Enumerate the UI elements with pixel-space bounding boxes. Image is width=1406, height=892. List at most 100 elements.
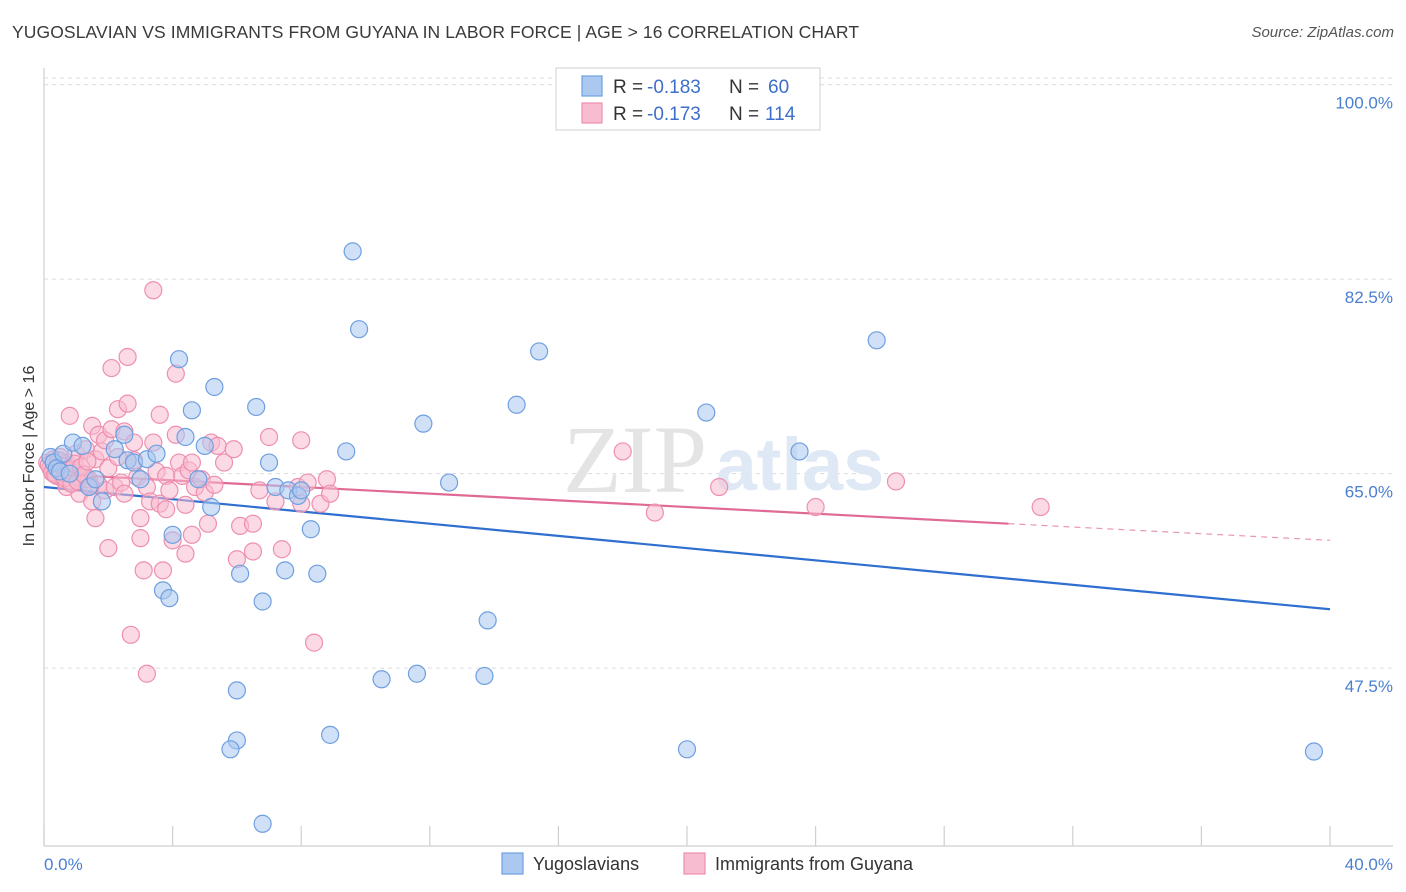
guyana-point bbox=[886, 472, 906, 491]
yugoslavian-point bbox=[221, 740, 240, 759]
yugoslavian-point bbox=[530, 342, 549, 361]
yugoslavian-point bbox=[253, 592, 272, 611]
yugoslavian-point bbox=[507, 395, 526, 414]
guyana-point bbox=[157, 500, 176, 519]
yugoslavian-point bbox=[176, 427, 195, 447]
guyana-point bbox=[182, 453, 201, 472]
legend-n-label: N = bbox=[729, 104, 759, 125]
guyana-point bbox=[613, 442, 632, 461]
yugoslavian-point bbox=[189, 470, 208, 489]
bottom-legend-label-guyana: Immigrants from Guyana bbox=[715, 854, 914, 874]
guyana-point bbox=[243, 542, 263, 561]
yugoslavian-point bbox=[131, 470, 150, 489]
yugoslavian-point bbox=[414, 414, 433, 433]
trend-line-solid bbox=[43, 485, 1331, 611]
yugoslavian-point bbox=[308, 564, 327, 583]
axes bbox=[43, 68, 1393, 847]
x-tick-label-min: 0.0% bbox=[44, 855, 83, 874]
guyana-point bbox=[160, 481, 179, 500]
guyana-point bbox=[118, 394, 137, 413]
guyana-point bbox=[259, 427, 279, 447]
guyana-point bbox=[182, 525, 201, 544]
guyana-point bbox=[224, 440, 243, 459]
yugoslavian-point bbox=[205, 377, 224, 397]
guyana-point bbox=[99, 539, 118, 558]
guyana-point bbox=[806, 497, 825, 517]
guyana-point bbox=[198, 514, 218, 533]
guyana-point bbox=[121, 625, 140, 644]
yugoslavian-point bbox=[372, 670, 391, 689]
yugoslavian-point bbox=[231, 564, 250, 583]
guyana-point bbox=[131, 529, 150, 548]
legend-n-value: 114 bbox=[765, 104, 796, 125]
guyana-point bbox=[115, 484, 134, 503]
legend-n-label: N = bbox=[729, 77, 759, 98]
watermark: ZIP atlas bbox=[563, 406, 884, 513]
yugoslavian-point bbox=[163, 525, 182, 544]
yugoslavian-point bbox=[292, 481, 311, 500]
chart-title: YUGOSLAVIAN VS IMMIGRANTS FROM GUYANA IN… bbox=[12, 22, 860, 42]
y-tick-label: 82.5% bbox=[1345, 288, 1393, 307]
bottom-legend: Yugoslavians Immigrants from Guyana bbox=[501, 852, 914, 875]
guyana-point bbox=[321, 484, 340, 503]
yugoslavian-point bbox=[86, 470, 105, 489]
yugoslavian-point bbox=[439, 473, 459, 492]
yugoslavian-point bbox=[276, 561, 295, 580]
yugoslavian-point bbox=[147, 444, 166, 463]
yugoslavian-point bbox=[407, 664, 427, 683]
yugoslavian-point bbox=[92, 492, 111, 511]
yugoslavian-point bbox=[160, 589, 179, 608]
guyana-point bbox=[645, 503, 664, 522]
guyana-point bbox=[60, 406, 79, 425]
legend-r-value: -0.173 bbox=[647, 104, 701, 125]
yugoslavian-point bbox=[1304, 742, 1324, 761]
legend-r-label: R = bbox=[613, 77, 643, 98]
y-tick-label: 100.0% bbox=[1335, 94, 1393, 113]
guyana-point bbox=[131, 509, 150, 528]
yugoslavian-point bbox=[182, 401, 201, 420]
guyana-point bbox=[1031, 497, 1050, 517]
yugoslavian-point bbox=[73, 436, 92, 455]
legend-swatch-yugoslavians bbox=[581, 75, 603, 97]
legend-r-value: -0.183 bbox=[647, 77, 701, 98]
yugoslavian-point bbox=[337, 442, 356, 461]
guyana-point bbox=[153, 561, 173, 580]
yugoslavian-point bbox=[478, 611, 497, 630]
yugoslavian-point bbox=[677, 740, 697, 759]
watermark-atlas: atlas bbox=[716, 423, 885, 506]
guyana-point bbox=[176, 495, 195, 514]
guyana-point bbox=[292, 431, 311, 450]
guyana-point bbox=[150, 405, 169, 424]
source-credit: Source: ZipAtlas.com bbox=[1251, 24, 1394, 41]
yugoslavian-point bbox=[227, 681, 246, 700]
yugoslavian-point bbox=[790, 442, 809, 461]
yugoslavian-point bbox=[475, 666, 494, 686]
yugoslavian-point bbox=[202, 497, 221, 517]
bottom-legend-swatch-guyana bbox=[683, 852, 706, 875]
guyana-point bbox=[250, 481, 269, 500]
guyana-point bbox=[205, 475, 224, 494]
legend: R = -0.183 N = 60 R = -0.173 N = 114 bbox=[555, 67, 821, 131]
guyana-point bbox=[214, 453, 234, 472]
guyana-point bbox=[710, 477, 729, 497]
yugoslavian-point bbox=[697, 403, 716, 422]
y-tick-label: 47.5% bbox=[1345, 677, 1393, 696]
yugoslavian-point bbox=[349, 320, 369, 339]
y-tick-labels: 47.5% 65.0% 82.5% 100.0% bbox=[1335, 94, 1393, 697]
yugoslavian-point bbox=[60, 464, 79, 483]
guyana-point bbox=[134, 561, 153, 580]
yugoslavian-point bbox=[247, 397, 266, 417]
yugoslavian-point bbox=[105, 440, 124, 459]
bottom-legend-label-yugoslavians: Yugoslavians bbox=[533, 854, 639, 874]
series-yugoslavians bbox=[41, 242, 1324, 833]
guyana-point bbox=[86, 509, 105, 528]
trend-line-dashed bbox=[1008, 523, 1331, 541]
guyana-point bbox=[272, 540, 292, 559]
guyana-point bbox=[78, 452, 97, 471]
guyana-point bbox=[304, 633, 324, 652]
guyana-point bbox=[137, 664, 156, 683]
yugoslavian-point bbox=[301, 520, 320, 539]
guyana-point bbox=[118, 347, 137, 367]
yugoslavian-point bbox=[169, 350, 189, 369]
